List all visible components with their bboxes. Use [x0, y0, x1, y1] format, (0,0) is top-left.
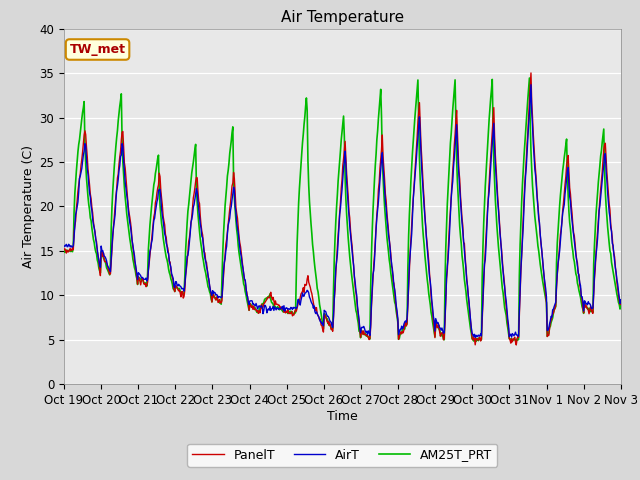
PanelT: [214, 293, 221, 299]
Y-axis label: Air Temperature (C): Air Temperature (C): [22, 145, 35, 268]
PanelT: [527, 70, 535, 76]
AirT: [184, 252, 192, 258]
AirT: [60, 243, 68, 249]
AM25T_PRT: [214, 298, 221, 303]
PanelT: [60, 247, 68, 252]
AM25T_PRT: [410, 126, 418, 132]
X-axis label: Time: Time: [327, 409, 358, 422]
AM25T_PRT: [472, 338, 480, 344]
AirT: [426, 279, 434, 285]
PanelT: [127, 228, 135, 233]
AirT: [70, 234, 78, 240]
PanelT: [617, 300, 625, 306]
AirT: [617, 297, 625, 302]
PanelT: [184, 250, 192, 255]
AM25T_PRT: [617, 300, 625, 306]
AirT: [214, 292, 221, 298]
AM25T_PRT: [525, 75, 533, 81]
Line: AirT: AirT: [64, 85, 621, 337]
Line: AM25T_PRT: AM25T_PRT: [64, 78, 621, 341]
AM25T_PRT: [426, 302, 434, 308]
Line: PanelT: PanelT: [64, 73, 621, 345]
Title: Air Temperature: Air Temperature: [281, 10, 404, 25]
Legend: PanelT, AirT, AM25T_PRT: PanelT, AirT, AM25T_PRT: [188, 444, 497, 467]
AM25T_PRT: [60, 248, 68, 253]
AM25T_PRT: [70, 209, 78, 215]
Text: TW_met: TW_met: [70, 43, 125, 56]
PanelT: [513, 342, 520, 348]
PanelT: [426, 280, 434, 286]
AirT: [127, 231, 135, 237]
AirT: [472, 335, 479, 340]
PanelT: [410, 183, 418, 189]
AM25T_PRT: [127, 247, 135, 252]
AirT: [527, 82, 535, 88]
AM25T_PRT: [184, 208, 192, 214]
PanelT: [70, 229, 78, 235]
AirT: [410, 186, 418, 192]
